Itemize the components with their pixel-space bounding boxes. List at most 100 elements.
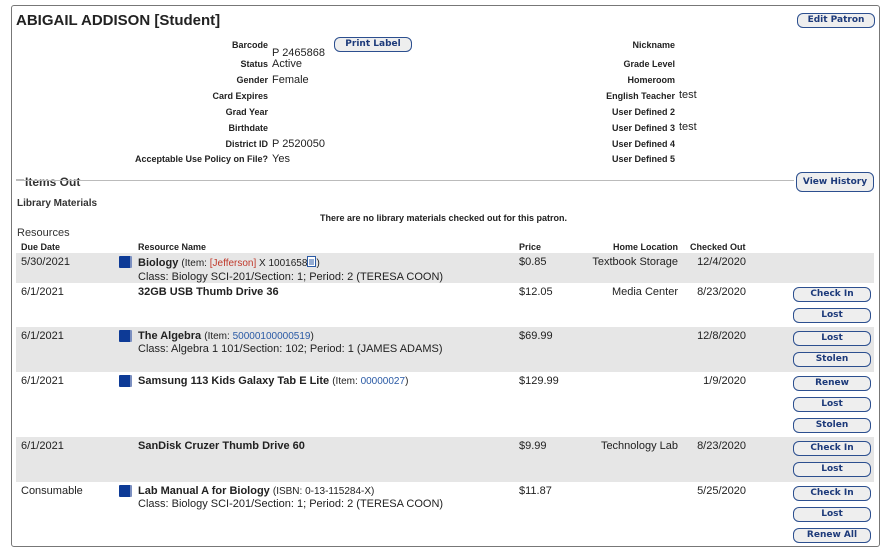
home-location: Technology Lab (600, 440, 678, 452)
field-label: Homeroom (627, 75, 675, 85)
field-value: Female (272, 74, 309, 86)
resource-name: Samsung 113 Kids Galaxy Tab E Lite (Item… (138, 375, 408, 388)
col-checked-out: Checked Out (690, 242, 746, 252)
item-prefix: (Item: (332, 376, 361, 387)
divider (16, 180, 794, 181)
item-prefix: (Item: (181, 258, 210, 269)
field-label: Acceptable Use Policy on File? (134, 154, 268, 164)
print-label-button[interactable]: Print Label (334, 37, 412, 52)
checked-out-date: 12/4/2020 (697, 256, 746, 268)
field-label: Gender (236, 75, 268, 85)
class-line: Class: Biology SCI-201/Section: 1; Perio… (138, 498, 444, 510)
due-date: 6/1/2021 (21, 330, 64, 342)
book-icon (119, 375, 132, 387)
renew-all-button[interactable]: Renew All (793, 528, 871, 543)
field-label: User Defined 3 (611, 123, 675, 133)
check-in-button[interactable]: Check In (793, 287, 871, 302)
resource-name: SanDisk Cruzer Thumb Drive 60 (138, 440, 305, 453)
table-row: 6/1/2021 32GB USB Thumb Drive 36 $12.05 Med… (16, 283, 874, 327)
lost-button[interactable]: Lost (793, 507, 871, 522)
item-suffix: ) (316, 258, 320, 269)
col-price: Price (519, 242, 542, 252)
field-value: P 2465868 (272, 47, 326, 59)
field-label: English Teacher (606, 91, 675, 101)
resource-title[interactable]: Biology (138, 257, 179, 269)
due-date: 6/1/2021 (21, 375, 64, 387)
school-tag: [Jefferson] (209, 258, 257, 269)
resource-name: 32GB USB Thumb Drive 36 (138, 286, 279, 299)
field-label: Birthdate (228, 123, 268, 133)
field-value: Yes (272, 153, 290, 165)
due-date: 6/1/2021 (21, 440, 64, 452)
field-label: Grad Year (225, 107, 268, 117)
price: $129.99 (519, 375, 559, 387)
home-location: Textbook Storage (592, 256, 678, 268)
field-label: Card Expires (212, 91, 268, 101)
check-in-button[interactable]: Check In (793, 486, 871, 501)
resource-title[interactable]: 32GB USB Thumb Drive 36 (138, 286, 279, 298)
resource-title[interactable]: Lab Manual A for Biology (138, 485, 270, 497)
field-label: District ID (225, 139, 268, 149)
edit-patron-button[interactable]: Edit Patron (797, 13, 875, 28)
checked-out-date: 12/8/2020 (697, 330, 746, 342)
lost-button[interactable]: Lost (793, 331, 871, 346)
library-empty-message: There are no library materials checked o… (319, 213, 568, 223)
checked-out-date: 5/25/2020 (697, 485, 746, 497)
table-row: Consumable Lab Manual A for Biology (ISBN… (16, 482, 874, 545)
price: $69.99 (519, 330, 553, 342)
resource-name: Lab Manual A for Biology (ISBN: 0-13-115… (138, 485, 443, 511)
table-row: 5/30/2021 Biology (Item: [Jefferson] X 10… (16, 253, 874, 283)
renew-button[interactable]: Renew (793, 376, 871, 391)
checked-out-date: 8/23/2020 (697, 440, 746, 452)
field-label: Grade Level (623, 59, 675, 69)
book-icon (119, 256, 132, 268)
stolen-button[interactable]: Stolen (793, 418, 871, 433)
items-out-heading: Items Out (25, 175, 81, 189)
price: $9.99 (519, 440, 547, 452)
col-home-location: Home Location (612, 242, 678, 252)
due-date: 5/30/2021 (21, 256, 70, 268)
book-icon (119, 485, 132, 497)
checked-out-date: 8/23/2020 (697, 286, 746, 298)
resource-name: The Algebra (Item: 50000100000519) Class:… (138, 330, 442, 356)
document-icon[interactable] (307, 256, 317, 271)
item-prefix: (Item: (204, 331, 233, 342)
field-label: Barcode (231, 40, 268, 50)
divider (16, 179, 24, 180)
view-history-button[interactable]: View History (796, 172, 874, 192)
table-row: 6/1/2021 Samsung 113 Kids Galaxy Tab E Li… (16, 372, 874, 437)
lost-button[interactable]: Lost (793, 397, 871, 412)
lost-button[interactable]: Lost (793, 308, 871, 323)
check-in-button[interactable]: Check In (793, 441, 871, 456)
field-value: test (679, 89, 697, 101)
class-line: Class: Algebra 1 101/Section: 102; Perio… (138, 343, 443, 355)
item-barcode-link[interactable]: 00000027 (360, 376, 406, 387)
item-suffix: ) (405, 376, 409, 387)
price: $12.05 (519, 286, 553, 298)
resource-title[interactable]: The Algebra (138, 330, 202, 342)
table-row: 6/1/2021 The Algebra (Item: 5000010000051… (16, 327, 874, 372)
item-barcode-link[interactable]: 50000100000519 (232, 331, 311, 342)
due-date: 6/1/2021 (21, 286, 64, 298)
home-location: Media Center (611, 286, 678, 298)
field-value: test (679, 121, 697, 133)
field-label: Status (240, 59, 268, 69)
checked-out-date: 1/9/2020 (703, 375, 746, 387)
patron-panel (11, 5, 880, 547)
stolen-button[interactable]: Stolen (793, 352, 871, 367)
price: $11.87 (519, 485, 552, 497)
field-label: User Defined 4 (611, 139, 675, 149)
resource-title[interactable]: SanDisk Cruzer Thumb Drive 60 (138, 440, 305, 452)
item-prefix: (ISBN: 0-13-115284-X) (272, 486, 375, 497)
book-icon (119, 330, 132, 342)
due-date: Consumable (21, 485, 83, 497)
col-resource-name: Resource Name (138, 242, 207, 252)
table-row: 6/1/2021 SanDisk Cruzer Thumb Drive 60 $9.… (16, 437, 874, 482)
resource-title[interactable]: Samsung 113 Kids Galaxy Tab E Lite (138, 375, 330, 387)
item-suffix: ) (310, 331, 314, 342)
class-line: Class: Biology SCI-201/Section: 1; Perio… (138, 271, 444, 283)
lost-button[interactable]: Lost (793, 462, 871, 477)
item-barcode-link[interactable]: X 1001658 (256, 258, 308, 269)
col-due-date: Due Date (21, 242, 61, 252)
field-label: Nickname (632, 40, 675, 50)
